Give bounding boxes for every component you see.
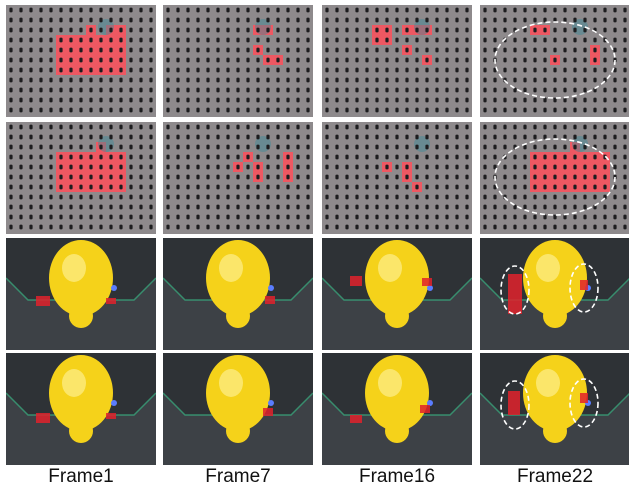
highlight-block [253,25,273,35]
red-marker [106,413,116,419]
pegboard-holes [9,7,153,113]
yellow-object-tip [69,419,93,443]
red-marker [263,408,273,416]
highlight-block [253,162,263,182]
annotation-ellipse [569,263,599,313]
image-tile [163,122,313,234]
red-marker [36,413,50,423]
red-marker [508,391,520,415]
image-tile [480,5,629,117]
yellow-object-tip [226,304,250,328]
blue-led [268,285,274,291]
image-tile [6,5,156,117]
red-marker [350,276,362,286]
blue-led [268,400,274,406]
annotation-ellipse [569,378,599,428]
image-tile [322,5,472,117]
highlight-block [372,25,392,45]
yellow-object-tip [226,419,250,443]
pegboard-holes [325,124,469,230]
tile-image [322,238,472,350]
highlight-block [263,55,283,65]
tile-image [322,353,472,465]
annotation-ellipse [500,380,530,430]
tile-image [6,122,156,234]
column-label-1: Frame1 [48,466,114,487]
tile-image [480,5,629,117]
column-label-4: Frame22 [516,466,594,487]
highlight-block [530,25,550,35]
blue-led [427,400,433,406]
highlight-block [402,162,412,182]
red-marker [508,274,522,314]
highlight-block [106,25,126,35]
tile-image [480,238,629,350]
tile-image [322,5,472,117]
pegboard-holes [166,7,310,113]
red-marker [106,298,116,304]
blue-led [111,285,117,291]
image-tile [163,5,313,117]
tile-image [163,5,313,117]
red-marker [580,393,588,403]
highlight-block [590,45,600,65]
red-marker [265,296,275,304]
object-highlight [219,369,243,397]
object-highlight [62,369,86,397]
object-highlight [536,369,560,397]
tile-image [6,238,156,350]
tile-image [6,353,156,465]
annotation-ellipse [494,21,616,99]
yellow-object-tip [543,419,567,443]
pegboard-holes [483,7,627,113]
tile-image [322,122,472,234]
yellow-object-tip [543,304,567,328]
image-tile [322,238,472,350]
annotation-ellipse [500,265,530,315]
red-marker [350,415,362,423]
red-marker [580,280,588,290]
image-tile [480,238,629,350]
pegboard-holes [166,124,310,230]
blue-led [111,400,117,406]
yellow-object-tip [385,419,409,443]
yellow-object-tip [385,304,409,328]
red-marker [420,405,430,413]
pegboard-holes [325,7,469,113]
image-tile [480,353,629,465]
image-tile [322,122,472,234]
blue-led [427,285,433,291]
highlight-block [530,152,610,192]
tile-image [163,353,313,465]
image-tile [163,353,313,465]
column-label-2: Frame7 [205,466,271,487]
object-highlight [378,254,402,282]
image-tile [6,122,156,234]
yellow-object-tip [69,304,93,328]
red-marker [36,296,50,306]
image-tile [6,353,156,465]
tile-image [480,122,629,234]
red-marker [422,278,432,286]
tile-image [6,5,156,117]
image-tile [163,238,313,350]
object-highlight [378,369,402,397]
image-tile [480,122,629,234]
object-highlight [219,254,243,282]
image-tile [6,238,156,350]
pegboard-holes [9,124,153,230]
object-highlight [62,254,86,282]
tile-image [163,238,313,350]
column-label-3: Frame16 [358,466,436,487]
image-tile [322,353,472,465]
object-highlight [536,254,560,282]
tile-image [480,353,629,465]
tile-image [163,122,313,234]
annotation-ellipse [494,138,616,216]
